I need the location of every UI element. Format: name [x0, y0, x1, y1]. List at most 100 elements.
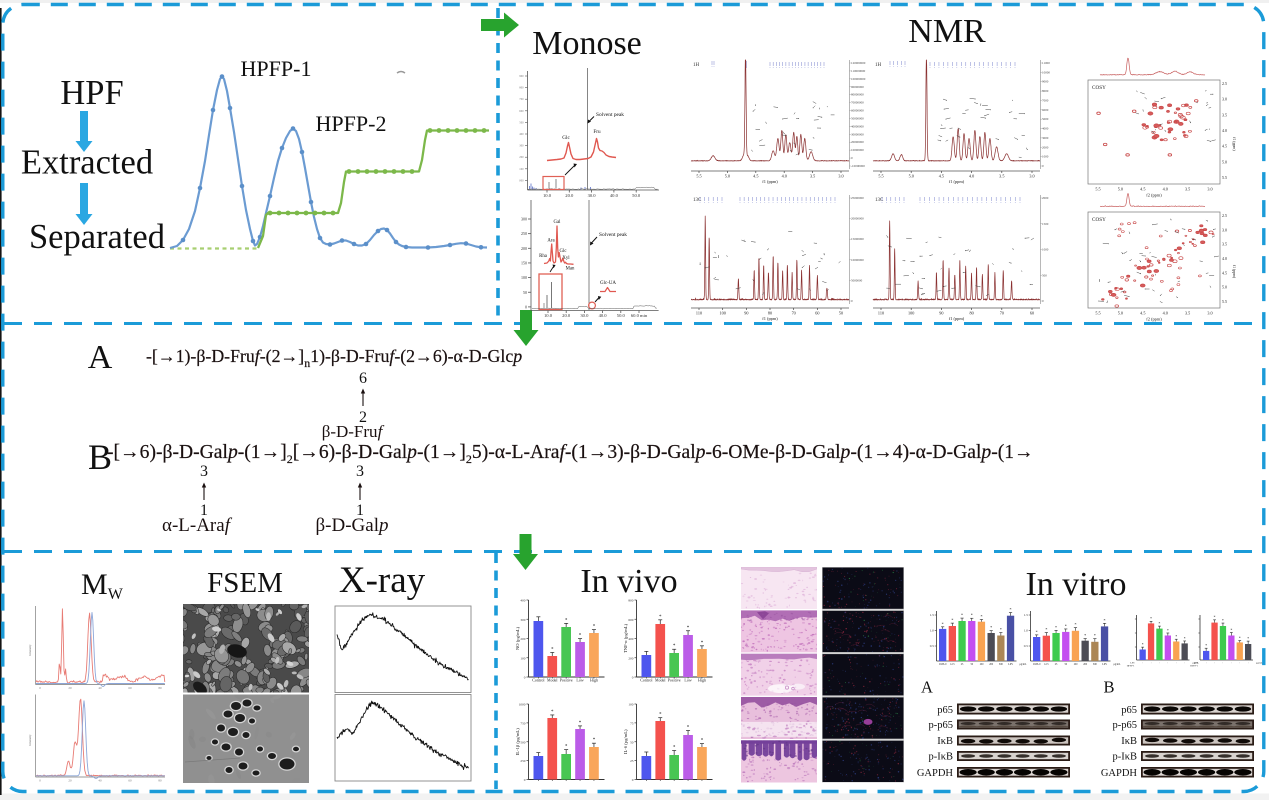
- svg-text:30.0: 30.0: [580, 313, 589, 318]
- svg-text:120000000: 120000000: [851, 61, 866, 65]
- svg-text:*: *: [1214, 616, 1216, 620]
- svg-text:110: 110: [878, 311, 884, 316]
- svg-text:Control: Control: [532, 678, 545, 683]
- svg-text:100: 100: [720, 311, 726, 316]
- svg-text:f1 (ppm): f1 (ppm): [949, 179, 965, 184]
- svg-text:3: 3: [356, 463, 364, 480]
- svg-text:Man: Man: [566, 267, 575, 272]
- svg-text:25000000: 25000000: [851, 196, 864, 200]
- svg-text:HPF: HPF: [60, 74, 123, 112]
- svg-text:B: B: [1103, 678, 1114, 697]
- svg-text:f1 (ppm): f1 (ppm): [1232, 137, 1236, 151]
- svg-text:200: 200: [521, 246, 527, 251]
- svg-text:5000: 5000: [1042, 117, 1049, 121]
- svg-text:60: 60: [1030, 311, 1034, 316]
- svg-text:4.0: 4.0: [1163, 311, 1168, 316]
- svg-text:3.0: 3.0: [1207, 187, 1212, 192]
- svg-text:800: 800: [628, 599, 633, 603]
- svg-text:20: 20: [68, 686, 72, 690]
- svg-text:20000000: 20000000: [851, 140, 864, 144]
- svg-text:2000: 2000: [1042, 145, 1049, 149]
- svg-text:500: 500: [1042, 273, 1047, 277]
- svg-text:3.0: 3.0: [1222, 97, 1227, 102]
- svg-text:5.0: 5.0: [1118, 187, 1123, 192]
- svg-text:Intensity: Intensity: [28, 734, 32, 746]
- svg-text:40: 40: [98, 779, 102, 783]
- svg-text:*: *: [1036, 629, 1038, 634]
- svg-text:*: *: [1184, 637, 1186, 641]
- svg-text:α-L-Araf: α-L-Araf: [162, 515, 233, 536]
- svg-text:HPFP-1: HPFP-1: [1190, 665, 1199, 668]
- svg-text:80000000: 80000000: [851, 93, 864, 97]
- svg-text:In vivo: In vivo: [580, 563, 677, 600]
- svg-text:*: *: [1175, 635, 1177, 639]
- svg-text:NMR: NMR: [908, 13, 986, 50]
- svg-text:1000: 1000: [1042, 248, 1049, 252]
- svg-text:6000: 6000: [1042, 108, 1049, 112]
- svg-text:*: *: [942, 621, 944, 626]
- svg-text:IL-1β (pg/mL): IL-1β (pg/mL): [515, 728, 520, 755]
- svg-text:400: 400: [519, 133, 524, 136]
- svg-text:15000000: 15000000: [851, 237, 864, 241]
- svg-text:5.5: 5.5: [1095, 311, 1100, 316]
- svg-text:50.0: 50.0: [617, 313, 626, 318]
- svg-text:*: *: [1205, 644, 1207, 648]
- svg-text:200: 200: [520, 637, 525, 641]
- svg-text:13C: 13C: [693, 198, 702, 203]
- svg-text:200: 200: [628, 656, 633, 660]
- svg-text:3.5: 3.5: [1185, 187, 1190, 192]
- svg-text:*: *: [1230, 628, 1232, 632]
- svg-text:*: *: [1055, 625, 1057, 630]
- svg-text:GAPDH: GAPDH: [1101, 768, 1138, 779]
- svg-text:A: A: [88, 339, 113, 376]
- svg-text:3.5: 3.5: [1222, 112, 1227, 117]
- svg-text:LPS: LPS: [1008, 663, 1013, 666]
- svg-text:5.5: 5.5: [1095, 187, 1100, 192]
- svg-text:COSY: COSY: [1092, 85, 1106, 91]
- svg-text:500: 500: [519, 121, 524, 124]
- svg-text:50.0: 50.0: [632, 193, 641, 198]
- svg-text:*: *: [1247, 637, 1249, 641]
- svg-text:CMS-0: CMS-0: [939, 663, 947, 666]
- svg-text:p-IκB: p-IκB: [1112, 752, 1137, 763]
- svg-text:5000000: 5000000: [851, 278, 863, 282]
- svg-text:80: 80: [768, 311, 772, 316]
- svg-text:2000: 2000: [1042, 196, 1049, 200]
- svg-text:25: 25: [630, 759, 634, 763]
- svg-text:Monose: Monose: [532, 25, 642, 62]
- svg-text:3.5: 3.5: [1222, 242, 1227, 247]
- svg-text:5.5: 5.5: [1222, 299, 1227, 304]
- svg-text:HPFP-1: HPFP-1: [241, 56, 312, 81]
- svg-text:-10000000: -10000000: [851, 164, 865, 168]
- svg-text:0: 0: [524, 676, 526, 680]
- svg-text:3.0: 3.0: [1207, 311, 1212, 316]
- svg-text:40000000: 40000000: [851, 124, 864, 128]
- svg-text:0: 0: [525, 304, 527, 309]
- svg-text:50: 50: [630, 740, 634, 744]
- svg-text:*: *: [1104, 618, 1106, 623]
- svg-text:Extracted: Extracted: [21, 144, 153, 182]
- svg-text:90000000: 90000000: [851, 85, 864, 89]
- svg-text:80: 80: [158, 779, 162, 783]
- svg-text:f1 (ppm): f1 (ppm): [762, 179, 778, 184]
- svg-text:Control: Control: [640, 678, 653, 683]
- svg-text:60: 60: [128, 686, 132, 690]
- svg-text:4.0: 4.0: [969, 174, 974, 179]
- svg-text:600: 600: [628, 618, 633, 622]
- svg-text:1.5: 1.5: [930, 613, 935, 617]
- svg-text:2.5: 2.5: [1222, 213, 1227, 218]
- svg-text:IL-6 (pg/mL): IL-6 (pg/mL): [623, 729, 628, 754]
- svg-text:80: 80: [970, 311, 974, 316]
- svg-text:FSEM: FSEM: [207, 567, 283, 599]
- svg-text:300: 300: [521, 217, 527, 222]
- svg-text:3.0: 3.0: [838, 174, 843, 179]
- svg-text:5.5: 5.5: [696, 174, 701, 179]
- svg-text:75: 75: [630, 721, 634, 725]
- svg-text:*: *: [990, 625, 992, 630]
- svg-text:1500: 1500: [1042, 222, 1049, 226]
- svg-text:Solvent peak: Solvent peak: [596, 112, 624, 118]
- svg-text:5.0: 5.0: [1222, 159, 1227, 164]
- svg-text:*: *: [1239, 636, 1241, 640]
- svg-text:20: 20: [68, 779, 72, 783]
- svg-text:10000: 10000: [1042, 70, 1050, 74]
